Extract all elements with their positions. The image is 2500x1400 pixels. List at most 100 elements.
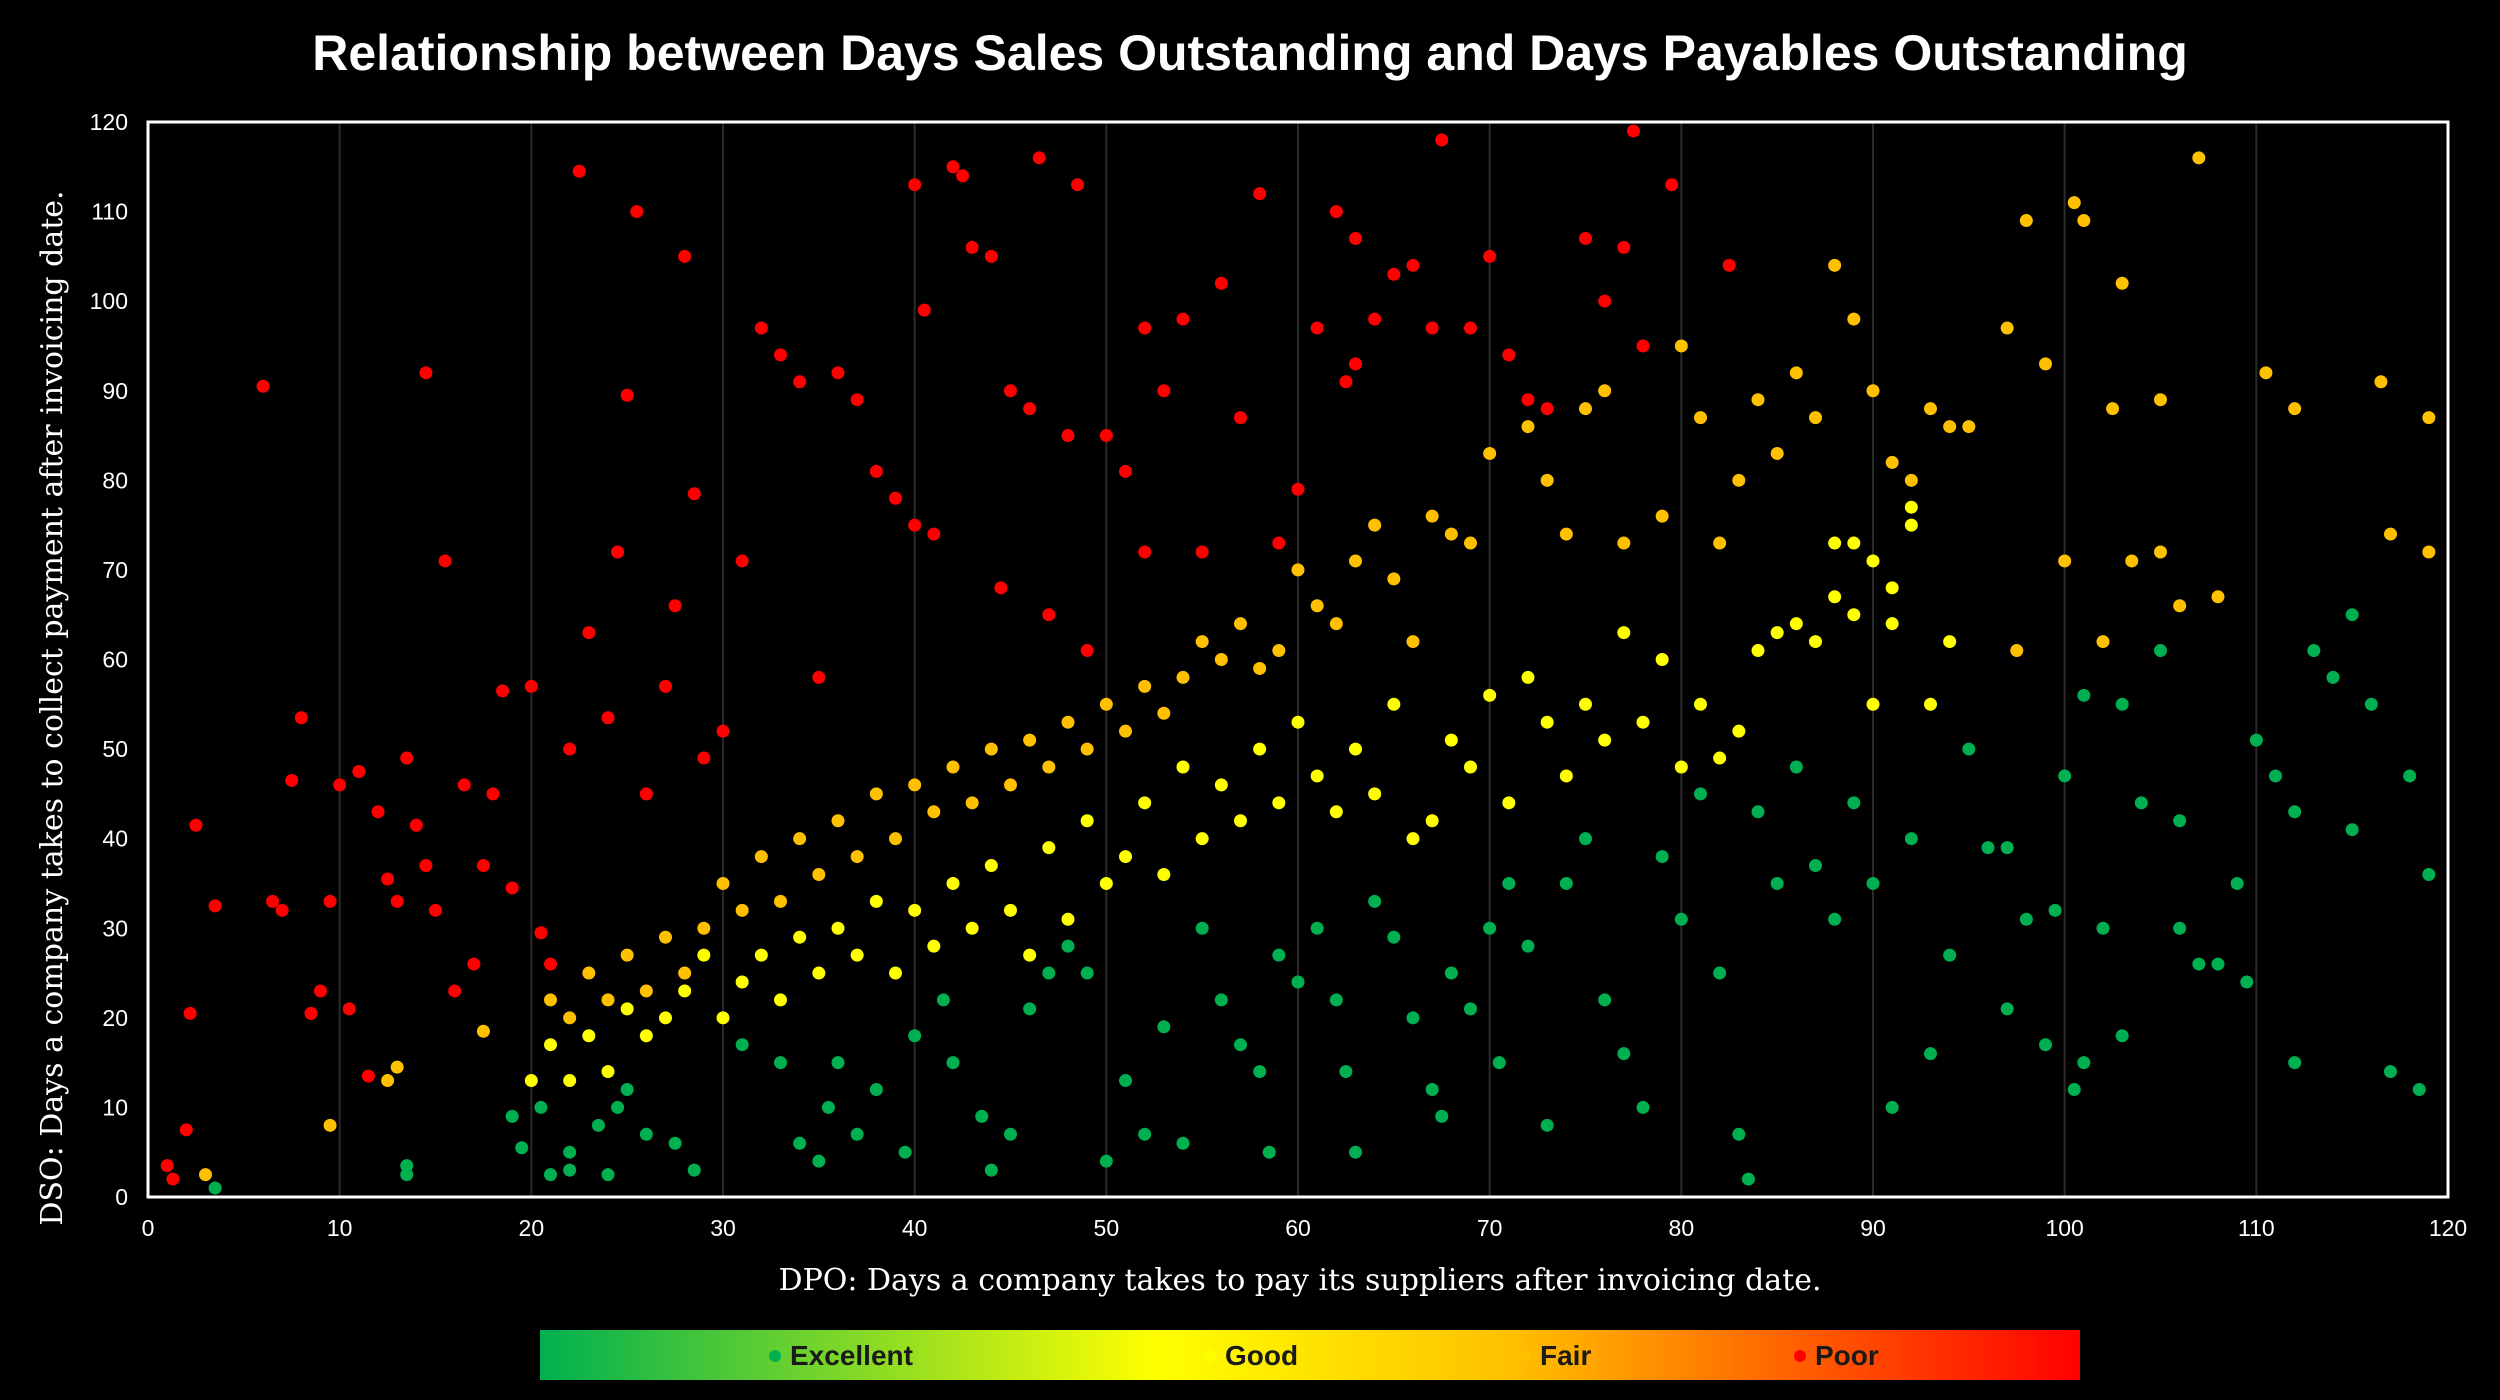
data-point [946,760,960,774]
data-point [1157,1020,1171,1034]
data-point [2374,375,2388,389]
data-point [908,518,922,532]
data-point [601,1168,615,1182]
data-point [2307,644,2321,658]
data-point [1722,258,1736,272]
data-point [1435,133,1449,147]
data-point [1885,1100,1899,1114]
data-point [448,984,462,998]
x-tick-label: 30 [710,1215,736,1241]
data-point [946,1056,960,1070]
data-point [889,832,902,846]
data-point [1214,276,1228,290]
legend-label: Poor [1815,1340,1879,1371]
data-point [2000,841,2014,855]
data-point [2422,868,2436,881]
data-point [1310,599,1324,613]
x-tick-label: 10 [327,1215,353,1241]
y-tick-label: 120 [90,109,128,135]
data-point [1847,536,1861,550]
data-point [774,993,787,1007]
data-point [1368,787,1382,801]
data-point [352,764,366,778]
data-point [2259,366,2273,380]
data-point [687,1163,701,1177]
data-point [1732,1127,1746,1141]
data-point [1329,805,1343,819]
data-point [1349,554,1362,568]
data-point [2422,545,2436,559]
data-point [1387,930,1401,944]
data-point [2173,599,2187,613]
data-point [754,321,768,335]
data-point [630,205,644,219]
data-point [1061,715,1075,729]
data-point [1329,993,1343,1007]
data-point [1387,697,1401,711]
data-point [390,894,404,908]
data-point [869,464,883,478]
data-point [1521,420,1535,434]
data-point [965,240,979,254]
data-point [908,178,922,192]
data-point [294,711,308,725]
y-tick-label: 70 [102,557,128,583]
data-point [160,1159,174,1173]
data-point [1368,894,1382,908]
data-point [1425,509,1439,523]
data-point [1195,635,1209,649]
data-point [1492,1056,1506,1070]
data-point [1904,518,1918,532]
data-point [381,872,395,886]
data-point [2211,957,2225,971]
x-tick-label: 100 [2045,1215,2083,1241]
data-point [774,1056,787,1070]
data-point [1176,670,1190,684]
data-point [754,948,768,962]
data-point [582,1029,596,1043]
data-point [1502,348,1516,362]
data-point [1138,796,1152,810]
data-point [1655,509,1669,523]
data-point [1042,608,1056,622]
legend-marker [1519,1350,1531,1362]
data-point [1138,1127,1152,1141]
data-point [735,554,749,568]
data-point [1349,1145,1362,1159]
data-point [697,921,711,935]
data-point [1138,679,1152,693]
data-point [639,787,653,801]
data-point [1061,939,1075,953]
data-point [1023,733,1037,747]
data-point [314,984,327,998]
data-point [166,1172,180,1186]
data-point [2077,214,2091,228]
y-tick-label: 90 [102,378,128,404]
data-point [984,742,998,756]
data-point [1042,760,1056,774]
data-point [889,491,902,505]
data-point [1099,697,1113,711]
data-points [160,124,2436,1195]
data-point [2039,357,2052,371]
data-point [793,1136,807,1150]
data-point [390,1060,404,1074]
data-point [659,679,672,693]
legend-gradient-bar [540,1330,2080,1380]
data-point [1674,339,1688,353]
data-point [601,993,615,1007]
data-point [1943,635,1957,649]
data-point [1770,446,1784,460]
data-point [323,894,337,908]
data-point [2067,196,2081,210]
data-point [2058,769,2072,783]
data-point [1483,688,1497,702]
data-point [821,1100,835,1114]
data-point [659,1011,672,1025]
data-point [563,1145,577,1159]
data-point [1732,724,1746,738]
data-point [812,670,826,684]
data-point [2096,635,2110,649]
data-point [2154,644,2167,658]
data-point [917,303,931,317]
